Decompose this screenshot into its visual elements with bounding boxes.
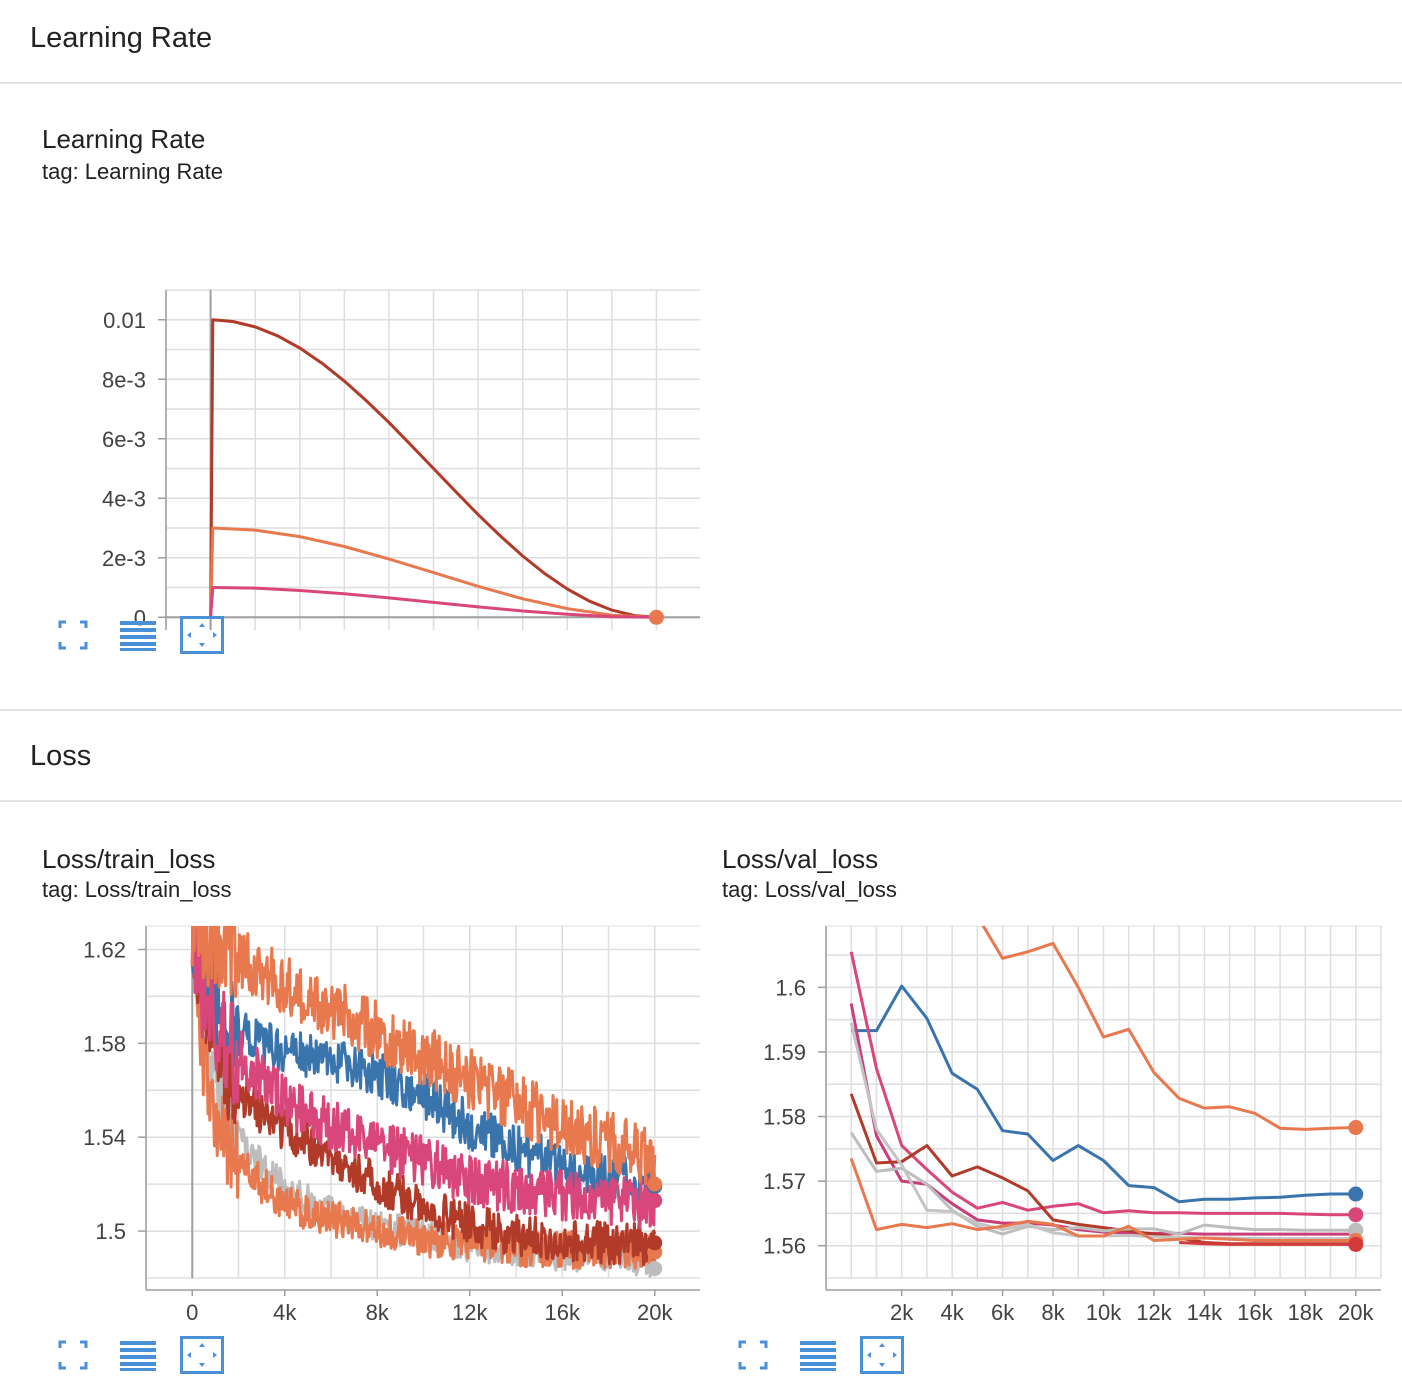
y-tick-label: 1.56 <box>763 1234 806 1259</box>
fullscreen-button[interactable] <box>52 1336 96 1376</box>
x-tick-label: 8k <box>366 1300 390 1325</box>
series-end-marker-run-pink <box>647 1193 663 1209</box>
chart-card-learning-rate: Learning Rate tag: Learning Rate 04k8k12… <box>0 84 1402 711</box>
series-end-marker-run-pink <box>1348 1207 1364 1223</box>
fullscreen-icon <box>58 620 88 650</box>
series-line-run-darkred <box>190 926 657 1267</box>
plot-area <box>190 926 657 1278</box>
chart-tag: tag: Loss/train_loss <box>42 877 232 902</box>
series-line-run-blue <box>851 984 1356 1204</box>
x-tick-label: 16k <box>1237 1300 1273 1325</box>
fit-domain-button[interactable] <box>860 1336 904 1376</box>
series-end-marker-run-blue <box>1348 1186 1364 1202</box>
fit-domain-icon <box>180 616 224 654</box>
series-end-marker-run-orange-high <box>647 1176 663 1192</box>
section-title: Learning Rate <box>30 22 213 54</box>
x-tick-label: 10k <box>1086 1300 1122 1325</box>
learning-rate-chart[interactable]: 04k8k12k16k20k02e-34e-36e-38e-30.01 <box>0 200 700 630</box>
y-tick-label: 1.57 <box>763 1169 806 1194</box>
chart-tag: tag: Loss/val_loss <box>722 877 897 902</box>
series-line-run-orange-high <box>190 926 657 1192</box>
x-tick-label: 18k <box>1288 1300 1324 1325</box>
series-line-run-pink <box>209 586 657 619</box>
plot-area <box>209 318 657 619</box>
y-tick-label: 1.5 <box>95 1219 126 1244</box>
x-tick-label: 12k <box>452 1300 488 1325</box>
series-line-run-orange <box>981 926 1356 1131</box>
x-tick-label: 8k <box>1041 1300 1065 1325</box>
series-end-marker-run-darkred <box>647 1235 663 1251</box>
x-tick-label: 14k <box>1187 1300 1223 1325</box>
series-end-marker-run-red <box>1348 1236 1364 1252</box>
series-line-run-pink <box>190 926 657 1230</box>
toggle-log-scale-button[interactable] <box>116 616 160 656</box>
plot-area <box>849 926 1356 1246</box>
chart-toolbar <box>732 1336 912 1376</box>
x-tick-label: 4k <box>941 1300 965 1325</box>
y-tick-label: 4e-3 <box>102 486 146 511</box>
fullscreen-button[interactable] <box>732 1336 776 1376</box>
series-line-run-darkred <box>209 318 657 619</box>
series-end-marker-run-gray <box>647 1261 663 1277</box>
series-line-run-gray-a <box>849 1131 1356 1236</box>
section-title: Loss <box>30 740 92 772</box>
y-tick-label: 1.6 <box>775 975 806 1000</box>
y-tick-label: 1.58 <box>763 1105 806 1130</box>
fullscreen-icon <box>58 1340 88 1370</box>
series-end-marker-run-gray-a <box>1348 1222 1364 1238</box>
x-tick-label: 16k <box>545 1300 581 1325</box>
series-line-run-orange-low <box>190 931 657 1270</box>
y-tick-label: 8e-3 <box>102 367 146 392</box>
series-line-run-orange <box>209 526 657 619</box>
series-line-run-orange-low <box>849 1157 1356 1242</box>
chart-card-val-loss: Loss/val_loss tag: Loss/val_loss 2k 4k 6k 8… <box>700 802 1402 1398</box>
x-tick-label: 12k <box>1136 1300 1172 1325</box>
y-tick-label: 2e-3 <box>102 546 146 571</box>
y-tick-label: 1.58 <box>83 1031 126 1056</box>
section-header-loss[interactable]: Loss <box>0 718 1402 802</box>
y-tick-label: 6e-3 <box>102 427 146 452</box>
chart-card-train-loss: Loss/train_loss tag: Loss/train_loss 0 4k… <box>0 802 700 1398</box>
series-end-marker-run-orange <box>1348 1120 1364 1136</box>
y-tick-label: 1.54 <box>83 1125 126 1150</box>
section-header-learning-rate[interactable]: Learning Rate <box>0 0 1402 84</box>
fullscreen-button[interactable] <box>52 616 96 656</box>
toggle-log-scale-button[interactable] <box>796 1336 840 1376</box>
series-end-marker-run-orange <box>648 609 664 625</box>
chart-title: Loss/train_loss <box>42 844 216 874</box>
legend-list-icon <box>120 621 156 651</box>
y-tick-label: 1.62 <box>83 937 126 962</box>
y-tick-label: 0.01 <box>103 308 146 333</box>
series-line-run-red <box>1179 1241 1356 1246</box>
y-tick-label: 1.59 <box>763 1040 806 1065</box>
chart-tag: tag: Learning Rate <box>42 159 224 184</box>
fit-domain-button[interactable] <box>180 1336 224 1376</box>
x-tick-label: 4k <box>273 1300 297 1325</box>
x-tick-label: 6k <box>991 1300 1015 1325</box>
toggle-log-scale-button[interactable] <box>116 1336 160 1376</box>
chart-toolbar <box>52 616 232 656</box>
x-tick-label: 20k <box>1338 1300 1374 1325</box>
series-line-run-pink <box>849 951 1356 1217</box>
val-loss-chart[interactable]: 2k 4k 6k 8k 10k 12k 14k 16k 18k 20k 1.56 1.57 1.58 1.… <box>700 918 1402 1338</box>
fullscreen-icon <box>738 1340 768 1370</box>
fit-domain-icon <box>180 1336 224 1374</box>
fit-domain-icon <box>860 1336 904 1374</box>
fit-domain-button[interactable] <box>180 616 224 656</box>
grid <box>165 289 700 630</box>
chart-title: Learning Rate <box>42 124 206 154</box>
legend-list-icon <box>120 1341 156 1371</box>
train-loss-chart[interactable]: 0 4k 8k 12k 16k 20k 1.5 1.54 1.58 1.62 <box>0 918 700 1338</box>
chart-toolbar <box>52 1336 232 1376</box>
chart-title: Loss/val_loss <box>722 844 879 874</box>
x-tick-label: 2k <box>890 1300 914 1325</box>
x-tick-label: 0 <box>186 1300 198 1325</box>
x-tick-label: 20k <box>637 1300 673 1325</box>
legend-list-icon <box>800 1341 836 1371</box>
